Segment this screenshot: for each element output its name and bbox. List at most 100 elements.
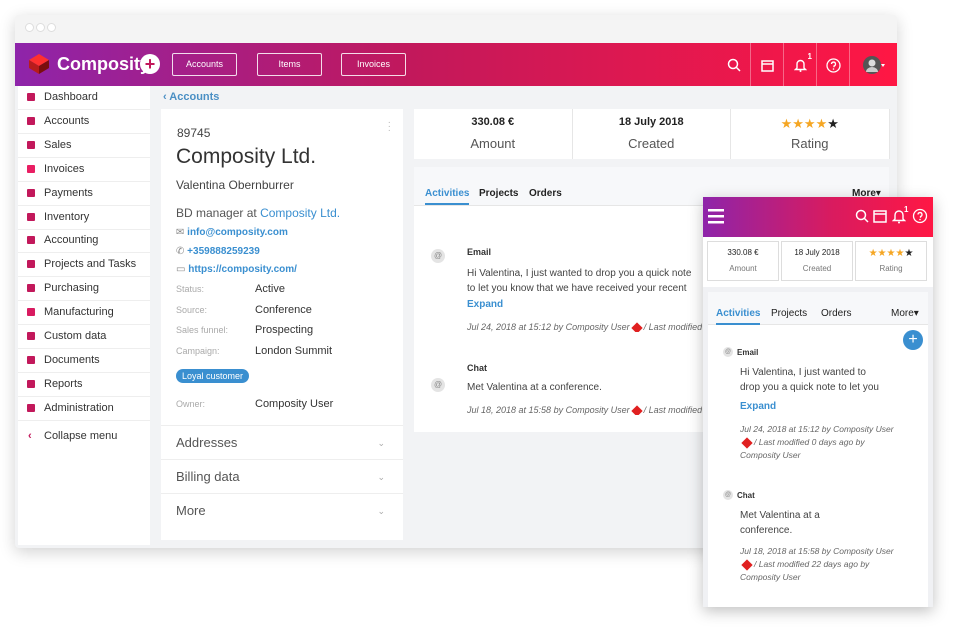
stat-label: Created (628, 136, 675, 151)
mobile-window: 1 330.08 € Amount 18 July 2018 Created ★★★★★… (703, 197, 933, 607)
collapsible-section[interactable]: Billing data ⌄ (161, 459, 403, 494)
logo (28, 53, 50, 75)
activity-text: Hi Valentina, I just wanted to drop you … (740, 367, 879, 393)
calendar-icon[interactable] (873, 209, 887, 223)
breadcrumb[interactable]: ‹ Accounts (163, 91, 220, 103)
sidebar-item[interactable]: Sales (18, 134, 150, 158)
sidebar-label: Custom data (44, 330, 107, 342)
search-icon[interactable] (855, 209, 869, 223)
sidebar-item[interactable]: Custom data (18, 325, 150, 349)
add-button[interactable]: + (140, 54, 160, 74)
phone-link[interactable]: +359888259239 (187, 246, 260, 257)
stat-value: 18 July 2018 (794, 248, 840, 257)
stat-label: Amount (729, 264, 757, 273)
sidebar-icon (27, 379, 35, 388)
activity-text: Hi Valentina, I just wanted to drop you … (467, 268, 692, 294)
company-link[interactable]: Composity Ltd. (260, 206, 341, 220)
rating-star: ★ (877, 248, 887, 259)
collapsible-section[interactable]: More ⌄ (161, 493, 403, 528)
rating-star: ★ (815, 116, 828, 131)
nav-button[interactable]: Invoices (341, 53, 406, 76)
activity-modified: / Last modified 0 days ago by Composity … (740, 437, 865, 460)
chevron: ⌄ (377, 506, 385, 516)
sidebar-label: Projects and Tasks (44, 258, 137, 271)
decoration (630, 322, 643, 332)
sidebar-icon (27, 355, 35, 364)
sidebar-item[interactable]: Documents (18, 349, 150, 373)
sidebar-item[interactable]: Accounting (18, 229, 150, 254)
website-link[interactable]: https://composity.com/ (188, 264, 297, 275)
menu-icon[interactable] (708, 208, 724, 224)
sidebar-label: Accounting (44, 234, 99, 247)
notifications-icon[interactable]: 1 (783, 43, 817, 86)
tab[interactable]: Projects (479, 188, 519, 199)
decoration: ✉ (176, 227, 185, 238)
card-menu[interactable]: · · · (387, 117, 391, 136)
mobile-activity-panel: Activities Projects Orders More▾ + @ Ema… (708, 292, 928, 607)
tab[interactable]: Activities (716, 308, 761, 325)
add-activity-button[interactable]: + (903, 330, 923, 350)
collapsible-section[interactable]: Addresses ⌄ (161, 425, 403, 460)
sidebar-label: Purchasing (44, 282, 100, 295)
tag[interactable]: Loyal customer (176, 369, 250, 383)
tab[interactable]: Projects (771, 308, 808, 319)
tab[interactable]: Activities (425, 188, 470, 205)
notification-badge: 1 (807, 52, 812, 61)
nav-button[interactable]: Accounts (172, 53, 237, 76)
stat-cell: 330.08 € Amount (414, 109, 573, 159)
nav-button[interactable]: Items (257, 53, 322, 76)
stat-value: 330.08 € (727, 248, 759, 257)
brand[interactable]: Composity (57, 54, 151, 74)
more-menu[interactable]: More▾ (891, 308, 919, 319)
tab[interactable]: Orders (529, 188, 562, 199)
rating-star: ★ (895, 248, 905, 259)
more-menu[interactable]: More▾ (852, 188, 881, 199)
sidebar-item[interactable]: Purchasing (18, 277, 150, 302)
email-link[interactable]: info@composity.com (187, 227, 288, 238)
expand-link[interactable]: Expand (467, 299, 504, 310)
help-icon[interactable] (816, 43, 850, 86)
field-value: Conference (255, 303, 312, 316)
tab[interactable]: Orders (821, 308, 852, 319)
logo-icon (29, 54, 49, 74)
sidebar-item[interactable]: Inventory (18, 206, 150, 230)
activity-type: Chat (737, 491, 755, 500)
sidebar-icon (27, 140, 35, 149)
sidebar-item[interactable]: Projects and Tasks (18, 253, 150, 278)
expand-link[interactable]: Expand (740, 401, 777, 412)
field-value: Prospecting (255, 324, 314, 337)
chevron: ⌄ (377, 438, 385, 448)
sidebar-icon (27, 260, 35, 269)
stat-label: Created (802, 264, 832, 273)
search-icon[interactable] (717, 43, 750, 86)
calendar-icon[interactable] (750, 43, 784, 86)
field-label: Source: (176, 304, 208, 315)
mobile-header: 1 (703, 197, 933, 237)
sidebar-label: Administration (44, 401, 114, 414)
decoration: ✆ (176, 246, 185, 257)
activity-type: Chat (467, 363, 487, 373)
collapse-label: Collapse menu (44, 429, 118, 442)
contact-name: Valentina Obernburrer (176, 178, 294, 192)
activity-icon: @ (431, 249, 445, 263)
tab-bar: Activities Projects Orders More▾ (708, 292, 928, 325)
activity-meta: Jul 24, 2018 at 15:12 by Composity User /… (740, 423, 905, 462)
collapse-menu[interactable]: ‹ Collapse menu (18, 425, 150, 448)
app-header: Composity + Accounts Items Invoices 1 (15, 43, 897, 86)
account-id: 89745 (177, 126, 211, 140)
sidebar-item[interactable]: Accounts (18, 110, 150, 134)
help-icon[interactable] (912, 208, 928, 224)
sidebar-item[interactable]: Reports (18, 373, 150, 397)
decoration (727, 59, 741, 72)
activity-icon: @ (723, 347, 733, 357)
sidebar-item[interactable]: Payments (18, 182, 150, 206)
sidebar-item[interactable]: Invoices (18, 158, 150, 182)
sidebar-item[interactable]: Administration (18, 397, 150, 421)
sidebar-item[interactable]: Manufacturing (18, 301, 150, 326)
avatar[interactable] (849, 43, 897, 86)
activity-modified: / Last modified 22 days ago by Composity… (643, 405, 702, 415)
sidebar-item[interactable]: Dashboard (18, 86, 150, 110)
notifications-icon[interactable] (892, 208, 906, 224)
sidebar-icon (27, 212, 35, 221)
